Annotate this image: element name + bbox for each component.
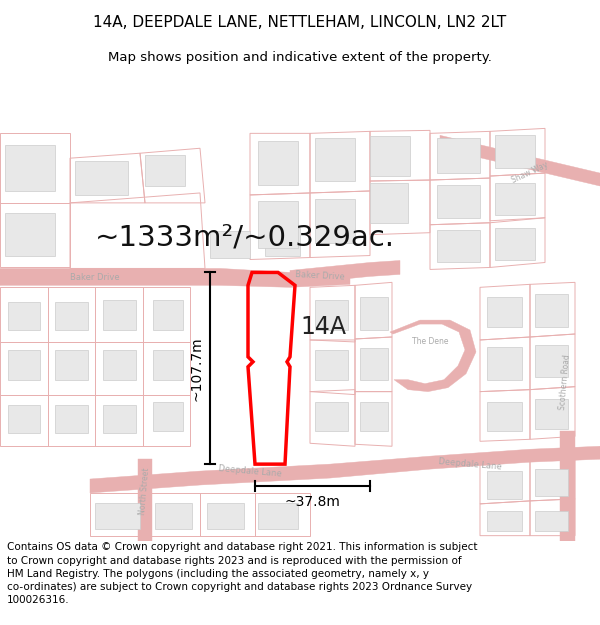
Polygon shape <box>55 404 88 433</box>
Polygon shape <box>153 300 183 330</box>
Polygon shape <box>535 294 568 327</box>
Text: Shaw Way: Shaw Way <box>511 161 550 186</box>
Polygon shape <box>535 469 568 496</box>
Polygon shape <box>103 350 136 380</box>
Polygon shape <box>315 138 355 181</box>
Polygon shape <box>258 201 298 248</box>
Polygon shape <box>155 503 192 529</box>
Polygon shape <box>437 230 480 262</box>
Polygon shape <box>360 298 388 330</box>
Polygon shape <box>8 404 40 433</box>
Polygon shape <box>535 345 568 377</box>
Polygon shape <box>5 213 55 256</box>
Polygon shape <box>370 183 408 222</box>
Polygon shape <box>210 231 250 258</box>
Polygon shape <box>290 261 400 284</box>
Polygon shape <box>145 155 185 186</box>
Text: 14A, DEEPDALE LANE, NETTLEHAM, LINCOLN, LN2 2LT: 14A, DEEPDALE LANE, NETTLEHAM, LINCOLN, … <box>94 14 506 29</box>
Polygon shape <box>487 511 522 531</box>
Polygon shape <box>95 503 140 529</box>
Polygon shape <box>487 401 522 431</box>
Polygon shape <box>360 401 388 431</box>
Text: North Street: North Street <box>139 467 152 515</box>
Polygon shape <box>0 269 350 288</box>
Polygon shape <box>487 471 522 499</box>
Polygon shape <box>487 298 522 327</box>
Polygon shape <box>103 404 136 433</box>
Polygon shape <box>8 350 40 380</box>
Text: 14A: 14A <box>300 315 346 339</box>
Polygon shape <box>153 350 183 380</box>
Text: Baker Drive: Baker Drive <box>70 273 120 282</box>
Text: Contains OS data © Crown copyright and database right 2021. This information is : Contains OS data © Crown copyright and d… <box>7 542 478 605</box>
Polygon shape <box>315 350 348 380</box>
Polygon shape <box>437 185 480 218</box>
Polygon shape <box>8 302 40 330</box>
Polygon shape <box>487 347 522 380</box>
Polygon shape <box>103 300 136 330</box>
Polygon shape <box>535 399 568 429</box>
Polygon shape <box>55 302 88 330</box>
Polygon shape <box>495 183 535 215</box>
Polygon shape <box>315 199 355 242</box>
Polygon shape <box>75 161 128 195</box>
Polygon shape <box>440 136 600 186</box>
Polygon shape <box>265 228 300 256</box>
Polygon shape <box>495 136 535 168</box>
Text: Deepdale Lane: Deepdale Lane <box>218 464 282 478</box>
Polygon shape <box>55 350 88 380</box>
Polygon shape <box>315 401 348 431</box>
Polygon shape <box>370 136 410 176</box>
Text: ~1333m²/~0.329ac.: ~1333m²/~0.329ac. <box>95 224 395 252</box>
Polygon shape <box>360 348 388 380</box>
Polygon shape <box>153 401 183 431</box>
Polygon shape <box>138 459 152 541</box>
Polygon shape <box>90 446 600 493</box>
Polygon shape <box>258 141 298 185</box>
Polygon shape <box>315 300 348 330</box>
Text: The Dene: The Dene <box>412 338 448 346</box>
Polygon shape <box>437 138 480 173</box>
Text: Scothern Road: Scothern Road <box>558 354 572 410</box>
Polygon shape <box>560 431 575 541</box>
Polygon shape <box>495 228 535 259</box>
Polygon shape <box>390 320 476 392</box>
Text: Map shows position and indicative extent of the property.: Map shows position and indicative extent… <box>108 51 492 64</box>
Polygon shape <box>5 145 55 191</box>
Text: Deepdale Lane: Deepdale Lane <box>438 457 502 471</box>
Text: ~37.8m: ~37.8m <box>284 495 340 509</box>
Text: Baker Drive: Baker Drive <box>295 269 345 281</box>
Polygon shape <box>535 511 568 531</box>
Text: ~107.7m: ~107.7m <box>189 336 203 401</box>
Polygon shape <box>258 503 298 529</box>
Polygon shape <box>207 503 244 529</box>
